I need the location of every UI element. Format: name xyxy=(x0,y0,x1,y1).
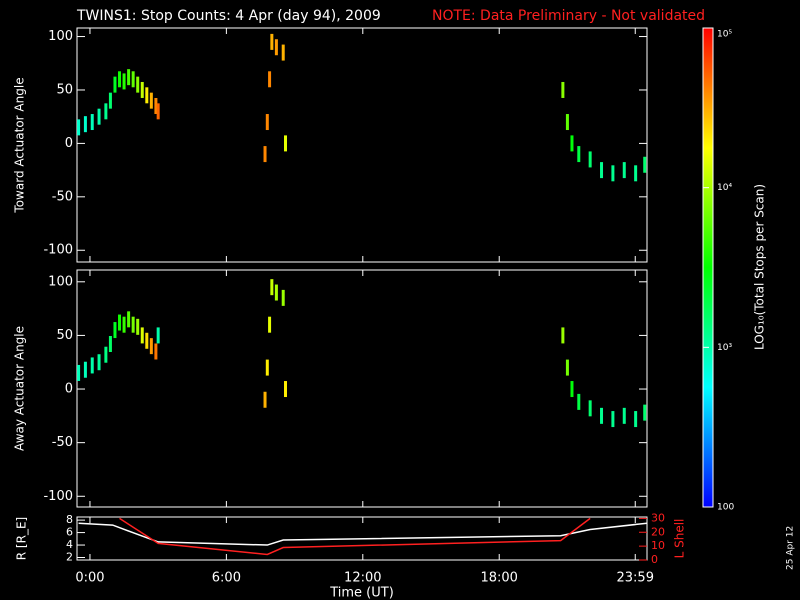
y2-axis-label: L Shell xyxy=(673,519,687,559)
date-stamp: 25 Apr 12 xyxy=(786,526,796,570)
y-tick-label: -100 xyxy=(43,489,73,504)
colorbar-tick-label: 10³ xyxy=(717,343,732,353)
y-tick-label: 50 xyxy=(56,82,73,97)
chart-title: TWINS1: Stop Counts: 4 Apr (day 94), 200… xyxy=(76,8,381,24)
y-tick-label: 50 xyxy=(56,328,73,343)
y2-tick-label: 0 xyxy=(651,553,658,566)
colorbar-tick-label: 10⁵ xyxy=(717,30,732,40)
y-tick-label: 4 xyxy=(66,538,73,551)
colorbar xyxy=(702,27,714,508)
x-tick-label: 23:59 xyxy=(617,571,654,586)
y-tick-label: 100 xyxy=(48,29,73,44)
y-tick-label: 8 xyxy=(66,513,73,526)
y2-tick-label: 20 xyxy=(651,525,665,538)
colorbar-tick-label: 100 xyxy=(717,503,734,513)
y-axis-label: R [R_E] xyxy=(15,517,29,560)
x-axis-label: Time (UT) xyxy=(329,586,394,600)
y2-tick-label: 30 xyxy=(651,511,665,524)
plot-frame xyxy=(76,516,648,561)
x-tick-label: 12:00 xyxy=(344,571,381,586)
y-axis-label: Away Actuator Angle xyxy=(13,326,27,451)
y-tick-label: -100 xyxy=(43,243,73,258)
colorbar-tick-label: 10⁴ xyxy=(717,183,732,193)
series-line xyxy=(119,517,591,556)
x-tick-label: 18:00 xyxy=(480,571,517,586)
y2-tick-label: 10 xyxy=(651,539,665,552)
x-tick-label: 6:00 xyxy=(212,571,241,586)
plot-frame xyxy=(76,269,648,508)
note: NOTE: Data Preliminary - Not validated xyxy=(432,8,705,24)
y-tick-label: 6 xyxy=(66,526,73,539)
y-tick-label: 2 xyxy=(66,551,73,564)
y-tick-label: -50 xyxy=(52,189,73,204)
y-axis-label: Toward Actuator Angle xyxy=(13,77,27,213)
x-tick-label: 0:00 xyxy=(75,571,104,586)
y-tick-label: -50 xyxy=(52,435,73,450)
plot-frame xyxy=(76,27,648,263)
y-tick-label: 0 xyxy=(65,136,73,151)
colorbar-label: LOG₁₀(Total Stops per Scan) xyxy=(753,184,767,350)
y-tick-label: 100 xyxy=(48,274,73,289)
series-line xyxy=(78,522,647,546)
y-tick-label: 0 xyxy=(65,382,73,397)
